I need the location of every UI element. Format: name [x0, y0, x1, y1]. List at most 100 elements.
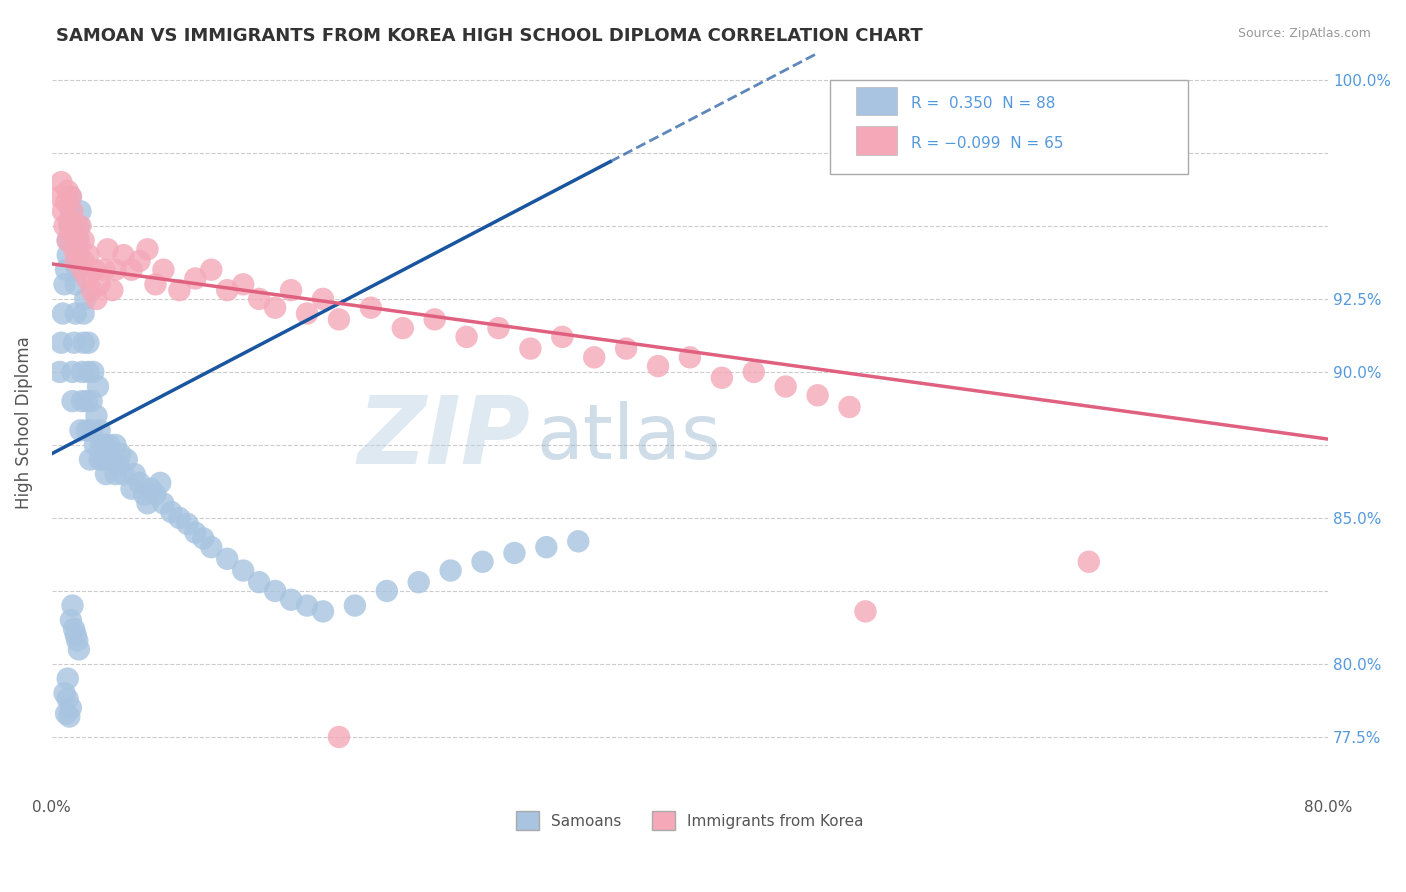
- Point: [63, 335, 86, 350]
- Point: [89, 452, 111, 467]
- Point: [93, 438, 115, 452]
- Point: [65, 277, 87, 292]
- Point: [70, 262, 93, 277]
- Point: [503, 546, 526, 560]
- Point: [77, 365, 100, 379]
- Point: [77, 248, 100, 262]
- Point: [838, 400, 860, 414]
- Point: [200, 540, 222, 554]
- Point: [76, 423, 98, 437]
- Point: [53, 277, 76, 292]
- Point: [647, 359, 669, 373]
- Point: [217, 551, 239, 566]
- Point: [121, 262, 143, 277]
- Point: [160, 505, 183, 519]
- Point: [55, 706, 77, 721]
- Point: [97, 452, 120, 467]
- Point: [519, 342, 541, 356]
- Point: [128, 254, 150, 268]
- Point: [67, 248, 90, 262]
- Point: [184, 525, 207, 540]
- Point: [70, 365, 93, 379]
- Point: [149, 475, 172, 490]
- Point: [73, 234, 96, 248]
- Point: [176, 516, 198, 531]
- Point: [62, 394, 84, 409]
- Point: [139, 482, 162, 496]
- Point: [89, 423, 111, 437]
- Point: [107, 458, 129, 473]
- Point: [79, 452, 101, 467]
- Text: ZIP: ZIP: [357, 392, 530, 484]
- Point: [97, 242, 120, 256]
- Point: [63, 622, 86, 636]
- Point: [806, 388, 828, 402]
- Point: [70, 394, 93, 409]
- Bar: [856, 87, 897, 115]
- Point: [51, 175, 73, 189]
- Point: [86, 292, 108, 306]
- Point: [59, 613, 82, 627]
- Point: [1077, 555, 1099, 569]
- Point: [80, 394, 103, 409]
- Point: [89, 277, 111, 292]
- Point: [115, 452, 138, 467]
- Point: [775, 379, 797, 393]
- Point: [124, 467, 146, 482]
- Point: [67, 219, 90, 233]
- Point: [583, 351, 606, 365]
- Point: [63, 242, 86, 256]
- Point: [471, 555, 494, 569]
- Point: [65, 254, 87, 268]
- Point: [69, 204, 91, 219]
- Point: [58, 213, 80, 227]
- Point: [67, 642, 90, 657]
- Point: [112, 248, 135, 262]
- Point: [90, 438, 112, 452]
- Point: [128, 475, 150, 490]
- Point: [75, 292, 97, 306]
- Point: [59, 190, 82, 204]
- Text: R = −0.099  N = 65: R = −0.099 N = 65: [911, 136, 1063, 151]
- Point: [65, 628, 87, 642]
- Point: [152, 496, 174, 510]
- Point: [495, 817, 517, 831]
- Point: [66, 234, 89, 248]
- Point: [65, 306, 87, 320]
- Point: [247, 292, 270, 306]
- Point: [73, 306, 96, 320]
- Legend: Samoans, Immigrants from Korea: Samoans, Immigrants from Korea: [510, 805, 870, 836]
- Point: [56, 234, 79, 248]
- Point: [48, 365, 70, 379]
- Point: [136, 496, 159, 510]
- Point: [184, 271, 207, 285]
- Point: [59, 225, 82, 239]
- Point: [423, 312, 446, 326]
- Point: [710, 371, 733, 385]
- Point: [52, 306, 75, 320]
- Point: [80, 283, 103, 297]
- Point: [104, 262, 127, 277]
- Point: [55, 262, 77, 277]
- Point: [62, 599, 84, 613]
- Point: [217, 283, 239, 297]
- Point: [232, 564, 254, 578]
- Point: [169, 283, 191, 297]
- Point: [66, 633, 89, 648]
- Point: [56, 234, 79, 248]
- Point: [112, 467, 135, 482]
- Point: [193, 532, 215, 546]
- Text: R =  0.350  N = 88: R = 0.350 N = 88: [911, 96, 1054, 112]
- Point: [134, 487, 156, 501]
- Point: [104, 438, 127, 452]
- Point: [375, 584, 398, 599]
- Point: [56, 184, 79, 198]
- Point: [551, 330, 574, 344]
- Point: [614, 342, 637, 356]
- Point: [567, 534, 589, 549]
- Point: [73, 335, 96, 350]
- Point: [169, 511, 191, 525]
- Point: [247, 575, 270, 590]
- Point: [53, 219, 76, 233]
- Point: [66, 262, 89, 277]
